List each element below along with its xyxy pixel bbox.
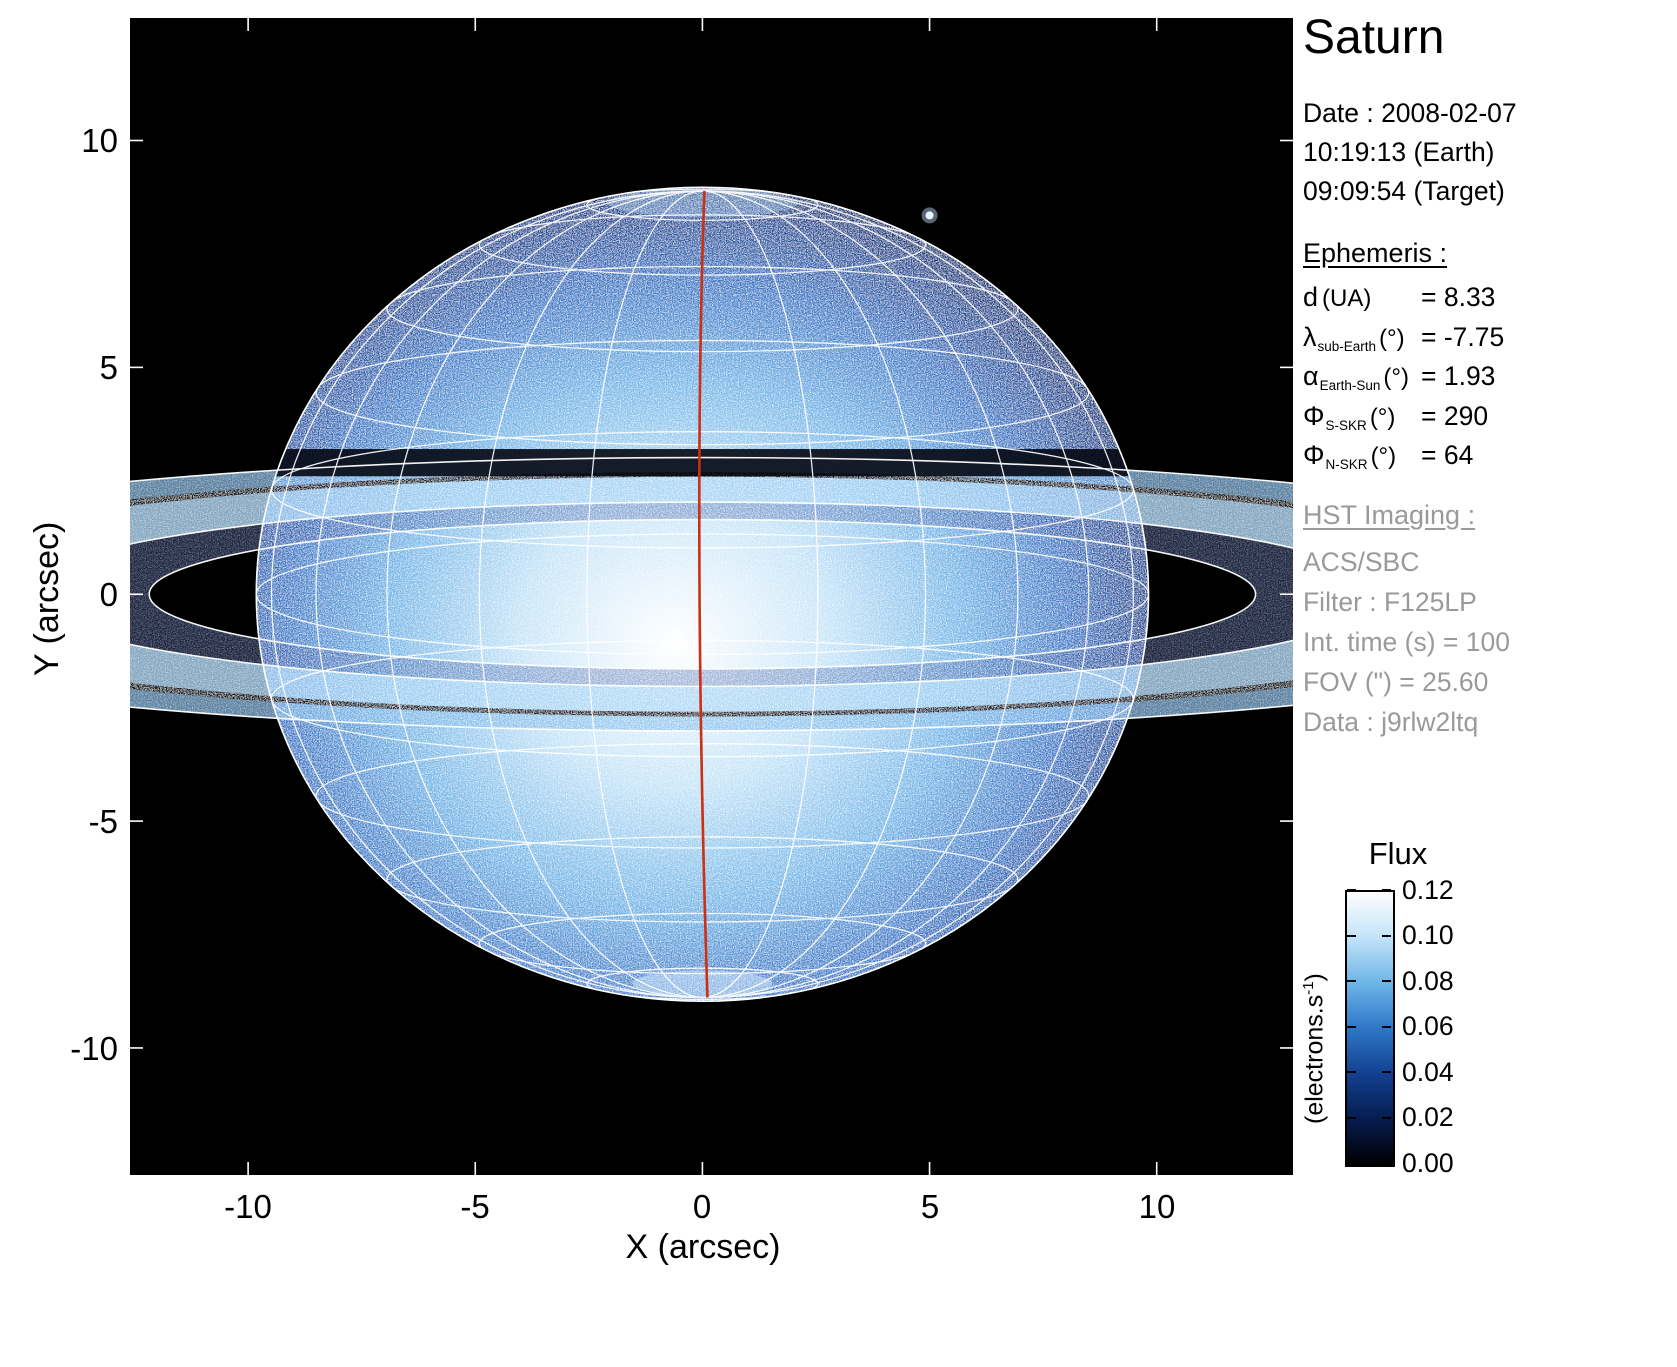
colorbar-tick	[1347, 1162, 1356, 1164]
colorbar-tick	[1382, 1116, 1391, 1119]
y-axis-label: Y (arcsec)	[28, 521, 66, 676]
hst-line-instrument: ACS/SBC	[1303, 547, 1420, 577]
x-tick-label: -10	[224, 1188, 272, 1225]
ephemeris-row-d: d (UA) = 8.33	[1303, 282, 1504, 322]
ephemeris-row-phi-n-skr: Φ N-SKR (°) = 64	[1303, 440, 1504, 480]
south-aurora-glow	[632, 970, 773, 997]
ring-edge-outline	[130, 456, 1293, 732]
ephemeris-subscript: sub-Earth	[1317, 338, 1377, 354]
colorbar-tick	[1347, 934, 1356, 937]
hst-imaging-heading: HST Imaging :	[1303, 500, 1476, 530]
x-tick-label: 0	[692, 1188, 712, 1225]
ephemeris-unit: (°)	[1369, 403, 1396, 431]
colorbar-tick	[1347, 1025, 1356, 1028]
colorbar-tick-label: 0.02	[1402, 1102, 1454, 1132]
ephemeris-unit: (°)	[1383, 364, 1409, 391]
hst-line-fov: FOV (") = 25.60	[1303, 667, 1489, 697]
colorbar-tick	[1382, 889, 1391, 891]
hst-imaging-details: ACS/SBC Filter : F125LP Int. time (s) = …	[1303, 542, 1510, 742]
ephemeris-subscript: N-SKR	[1325, 457, 1368, 472]
figure-title: Saturn	[1303, 11, 1445, 64]
colorbar-tick-label: 0.12	[1402, 875, 1454, 905]
saturn-image-plot	[130, 18, 1293, 1175]
ephemeris-subscript: Earth-Sun	[1319, 378, 1381, 393]
background-star	[925, 211, 934, 220]
ephemeris-subscript: S-SKR	[1325, 417, 1367, 433]
ephemeris-symbol: Φ	[1303, 440, 1325, 470]
ring-edge-outline	[130, 501, 1293, 688]
y-tick-label: 0	[99, 576, 118, 613]
hst-line-int-time: Int. time (s) = 100	[1303, 627, 1510, 657]
flux-colorbar	[1345, 890, 1395, 1167]
colorbar-tick-label: 0.06	[1402, 1011, 1454, 1041]
colorbar-tick	[1382, 1162, 1391, 1164]
colorbar-tick-label: 0.00	[1402, 1148, 1454, 1178]
central-meridian-line	[697, 190, 709, 998]
x-axis-label: X (arcsec)	[625, 1228, 781, 1266]
colorbar-tick-label: 0.10	[1402, 920, 1454, 950]
ephemeris-value: = -7.75	[1421, 321, 1505, 352]
ephemeris-symbol: α	[1303, 361, 1319, 391]
colorbar-tick	[1382, 934, 1391, 937]
x-tick-label: -5	[460, 1188, 490, 1225]
planet-and-rings	[130, 187, 1293, 1002]
colorbar-tick	[1382, 1025, 1391, 1028]
hst-line-data-id: Data : j9rlw2ltq	[1303, 707, 1479, 737]
colorbar-tick-label: 0.08	[1402, 966, 1454, 996]
observation-datetime: Date : 2008-02-07 10:19:13 (Earth) 09:09…	[1303, 94, 1517, 211]
ephemeris-symbol: d	[1303, 282, 1319, 312]
colorbar-title: Flux	[1368, 836, 1428, 871]
x-tick-label: 10	[1138, 1188, 1176, 1225]
colorbar-tick	[1347, 1071, 1356, 1073]
ring-band	[130, 457, 1293, 731]
time-target-line: 09:09:54 (Target)	[1303, 176, 1505, 206]
colorbar-tick	[1347, 980, 1356, 982]
y-tick-label: -10	[70, 1030, 118, 1067]
ephemeris-unit: (°)	[1370, 443, 1397, 470]
x-tick-label: 5	[920, 1188, 940, 1225]
y-tick-label: -5	[88, 803, 118, 840]
ephemeris-symbol: Φ	[1303, 400, 1325, 431]
colorbar-tick	[1347, 889, 1356, 891]
ring-band	[130, 476, 1293, 712]
ephemeris-row-lambda: λ sub-Earth (°) = -7.75	[1303, 322, 1504, 362]
ephemeris-value: = 8.33	[1421, 282, 1496, 312]
colorbar-tick-label: 0.04	[1402, 1057, 1454, 1087]
ephemeris-heading: Ephemeris :	[1303, 238, 1448, 268]
ephemeris-value: = 1.93	[1421, 361, 1496, 391]
hst-line-filter: Filter : F125LP	[1303, 587, 1477, 617]
colorbar-unit-label: (electrons.s-1)	[1300, 973, 1329, 1124]
planet-limb	[255, 186, 1150, 1003]
ephemeris-value: = 64	[1421, 440, 1474, 470]
ephemeris-table: d (UA) = 8.33 λ sub-Earth (°) = -7.75 α Eart…	[1303, 282, 1504, 480]
ephemeris-unit: (UA)	[1322, 285, 1372, 312]
ephemeris-row-alpha: α Earth-Sun (°) = 1.93	[1303, 361, 1504, 401]
axis-ticks	[130, 18, 1293, 1175]
ephemeris-symbol: λ	[1303, 321, 1317, 352]
ring-shadow-band	[256, 449, 1149, 477]
time-earth-line: 10:19:13 (Earth)	[1303, 137, 1495, 167]
y-tick-label: 10	[81, 122, 118, 159]
colorbar-tick	[1382, 1071, 1391, 1073]
ring-edge-outline	[148, 518, 1257, 670]
ephemeris-row-phi-s-skr: Φ S-SKR (°) = 290	[1303, 401, 1504, 441]
y-tick-label: 5	[99, 349, 118, 386]
date-line: Date : 2008-02-07	[1303, 98, 1517, 128]
colorbar-tick	[1347, 1116, 1356, 1119]
colorbar-tick	[1382, 980, 1391, 982]
saturn-rendering	[130, 18, 1293, 1175]
ephemeris-value: = 290	[1421, 400, 1489, 431]
ephemeris-unit: (°)	[1379, 324, 1405, 352]
planet-disk	[256, 187, 1149, 1002]
